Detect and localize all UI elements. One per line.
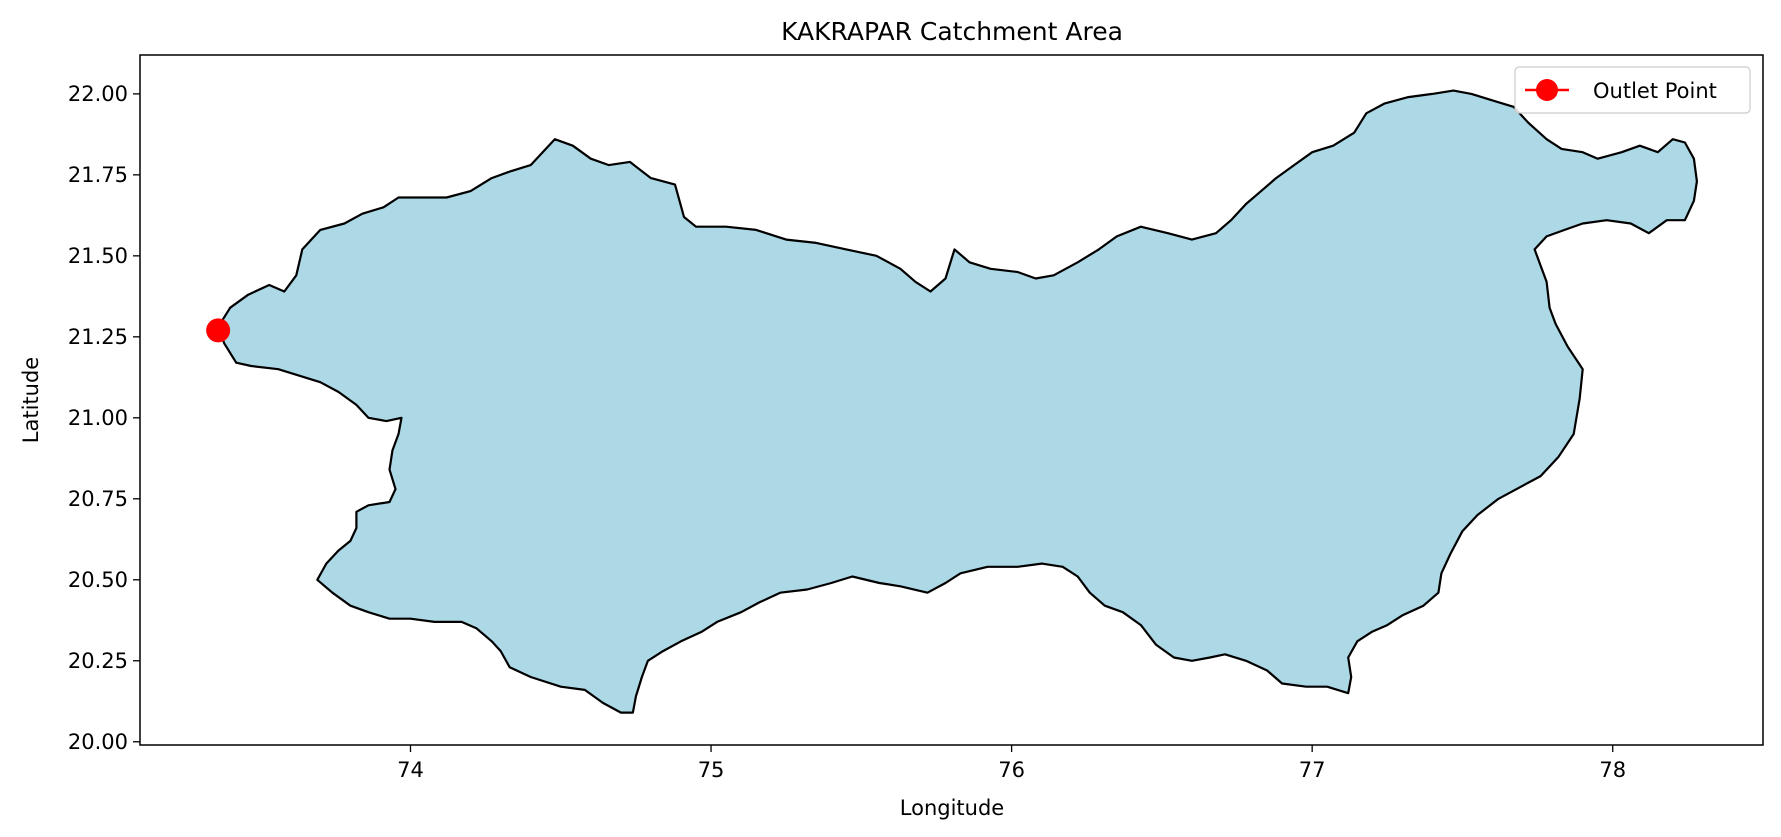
catchment-area-polygon: [217, 89, 1699, 714]
legend-marker-circle: [1536, 79, 1558, 101]
chart-title: KAKRAPAR Catchment Area: [781, 17, 1123, 46]
y-axis-ticks: 20.00 20.25 20.50 20.75 21.00 21.25 21.50 21.75…: [68, 82, 140, 754]
y-tick-label: 20.25: [68, 649, 128, 673]
y-tick-label: 20.50: [68, 568, 128, 592]
x-tick-label: 74: [397, 758, 424, 782]
y-tick-label: 20.00: [68, 730, 128, 754]
legend: Outlet Point: [1514, 66, 1751, 114]
x-tick-label: 75: [698, 758, 725, 782]
legend-box: [1514, 66, 1751, 114]
x-tick-label: 76: [998, 758, 1025, 782]
y-tick-label: 20.75: [68, 487, 128, 511]
x-tick-label: 77: [1299, 758, 1326, 782]
y-axis-label: Latitude: [19, 357, 43, 443]
y-tick-label: 21.50: [68, 244, 128, 268]
x-axis-ticks: 74 75 76 77 78: [397, 745, 1626, 782]
y-tick-label: 21.25: [68, 325, 128, 349]
axes-frame: [139, 54, 1764, 746]
y-tick-label: 22.00: [68, 82, 128, 106]
y-tick-label: 21.00: [68, 406, 128, 430]
y-tick-label: 21.75: [68, 163, 128, 187]
legend-label-outlet-point: Outlet Point: [1593, 79, 1717, 103]
x-axis-label: Longitude: [900, 796, 1004, 820]
map-layer: [206, 89, 1699, 714]
outlet-point-marker: [206, 318, 231, 343]
x-tick-label: 78: [1599, 758, 1626, 782]
